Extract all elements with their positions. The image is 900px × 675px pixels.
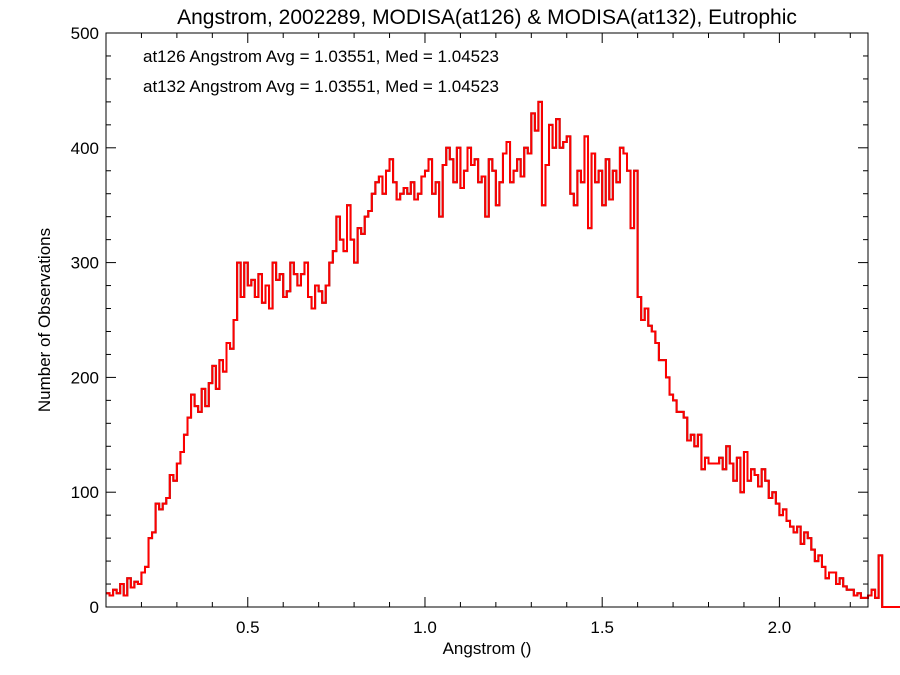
plot-frame: [105, 32, 869, 608]
x-axis-ticks: 0.5 1.0 1.5 2.0: [105, 33, 851, 637]
annotation-at126: at126 Angstrom Avg = 1.03551, Med = 1.04…: [143, 47, 499, 66]
y-axis-label: Number of Observations: [35, 228, 54, 412]
x-axis-label: Angstrom (): [443, 639, 532, 658]
y-tick-label: 400: [71, 139, 99, 158]
y-tick-label: 100: [71, 483, 99, 502]
y-axis-ticks: 0 100 200 300 400 500: [71, 24, 868, 617]
y-tick-label: 0: [90, 598, 99, 617]
series-layer: [106, 100, 900, 608]
x-tick-label: 1.0: [413, 618, 437, 637]
x-tick-label: 1.5: [590, 618, 614, 637]
x-tick-label: 2.0: [768, 618, 792, 637]
y-tick-label: 200: [71, 368, 99, 387]
y-tick-label: 300: [71, 254, 99, 273]
x-tick-label: 0.5: [236, 618, 260, 637]
chart-title: Angstrom, 2002289, MODISA(at126) & MODIS…: [177, 6, 797, 29]
series-at132-line: [106, 100, 900, 608]
annotation-at132: at132 Angstrom Avg = 1.03551, Med = 1.04…: [143, 77, 499, 96]
y-tick-label: 500: [71, 24, 99, 43]
